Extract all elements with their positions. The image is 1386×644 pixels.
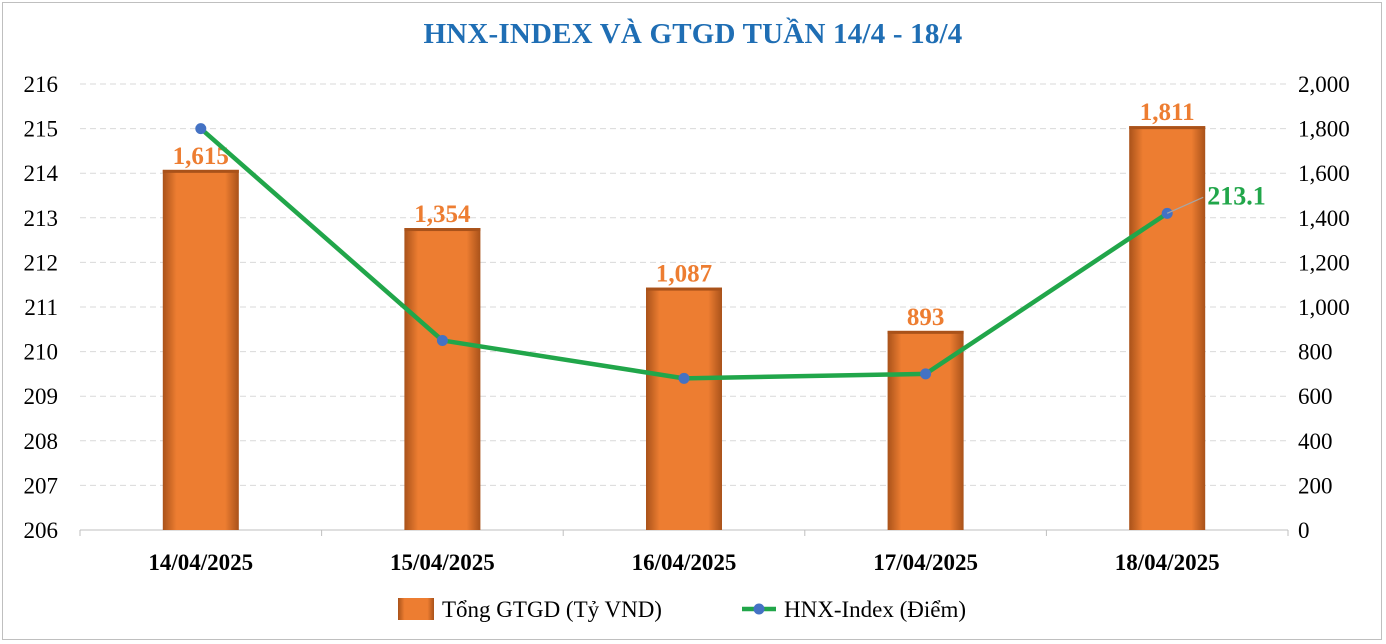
legend-bar-label: Tổng GTGD (Tỷ VND) [442, 597, 662, 622]
bar-series [162, 126, 1206, 531]
right-tick-label: 200 [1298, 473, 1333, 498]
bar-top-edge [162, 169, 239, 173]
x-tick-label: 15/04/2025 [390, 550, 495, 575]
legend-line-label: HNX-Index (Điểm) [784, 597, 966, 622]
legend: Tổng GTGD (Tỷ VND) HNX-Index (Điểm) [398, 597, 966, 622]
x-tick-label: 14/04/2025 [148, 550, 253, 575]
right-tick-label: 2,000 [1298, 72, 1350, 97]
bar-data-label: 893 [907, 304, 945, 331]
bar-data-label: 1,354 [414, 201, 471, 228]
x-tick-label: 17/04/2025 [873, 550, 978, 575]
left-tick-label: 207 [24, 473, 59, 498]
hnx-index-point [920, 368, 932, 380]
x-tick-label: 16/04/2025 [632, 550, 737, 575]
bar [887, 330, 964, 530]
right-tick-label: 1,400 [1298, 206, 1350, 231]
right-tick-label: 0 [1298, 518, 1310, 543]
right-tick-label: 400 [1298, 429, 1333, 454]
bar [646, 287, 722, 530]
left-tick-label: 216 [24, 72, 59, 97]
left-tick-label: 213 [24, 206, 59, 231]
hnx-index-point [436, 334, 448, 346]
right-tick-label: 1,000 [1298, 295, 1350, 320]
legend-bar-swatch [398, 598, 434, 620]
right-axis-ticks: 2,000 1,800 1,600 1,400 1,200 1,000 800 600 400 2… [1298, 72, 1350, 543]
hnx-index-point [195, 123, 207, 135]
bar-top-edge [404, 228, 481, 232]
left-tick-label: 215 [24, 117, 59, 142]
right-tick-label: 1,200 [1298, 250, 1350, 275]
bar [404, 228, 481, 531]
hnx-index-last-label: 213.1 [1207, 181, 1266, 210]
bar-top-edge [646, 287, 722, 291]
x-axis-labels: 14/04/2025 15/04/2025 16/04/2025 17/04/2025… [148, 550, 1219, 575]
line-series: 213.1 [195, 123, 1266, 384]
left-tick-label: 211 [24, 295, 58, 320]
left-tick-label: 206 [24, 518, 59, 543]
right-tick-label: 1,800 [1298, 117, 1350, 142]
bar-data-label: 1,087 [656, 261, 712, 288]
chart-title: HNX-INDEX VÀ GTGD TUẦN 14/4 - 18/4 [423, 18, 963, 50]
bar-data-label: 1,811 [1140, 99, 1195, 126]
left-tick-label: 210 [24, 340, 59, 365]
left-axis-ticks: 216 215 214 213 212 211 210 209 208 207 206 [24, 72, 59, 543]
legend-line-marker [753, 603, 765, 615]
right-tick-label: 600 [1298, 384, 1333, 409]
left-tick-label: 212 [24, 250, 59, 275]
left-tick-label: 208 [24, 429, 59, 454]
left-tick-label: 209 [24, 384, 59, 409]
right-tick-label: 1,600 [1298, 161, 1350, 186]
hnx-index-point [678, 372, 690, 384]
bar [1129, 126, 1206, 530]
bar [162, 169, 239, 531]
x-tick-label: 18/04/2025 [1115, 550, 1220, 575]
left-tick-label: 214 [24, 161, 59, 186]
right-tick-label: 800 [1298, 340, 1333, 365]
label-leader-line [1166, 196, 1204, 214]
bar-top-edge [1129, 126, 1206, 130]
bar-top-edge [887, 330, 964, 334]
